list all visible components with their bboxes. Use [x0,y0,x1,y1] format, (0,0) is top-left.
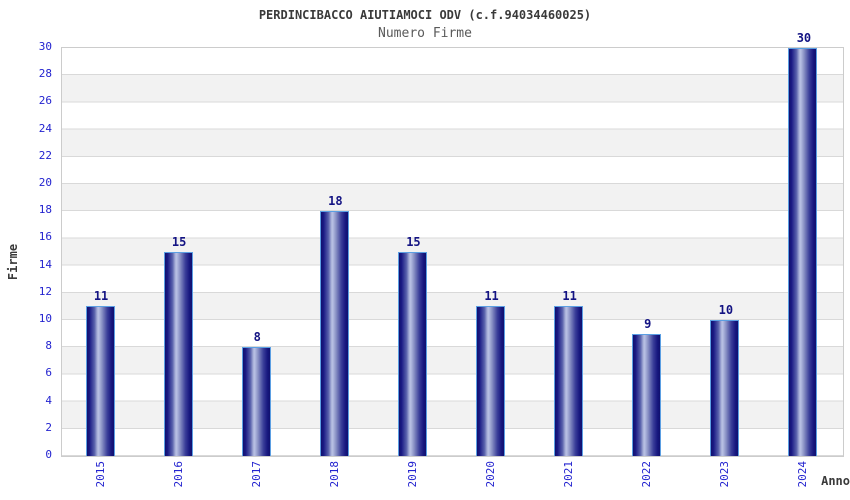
y-tick-label: 14 [38,257,52,271]
y-axis: 0 2 4 6 8 10 12 14 16 18 20 22 24 26 28 30 [0,0,52,500]
bar-value-label: 11 [562,289,577,304]
chart-title: PERDINCIBACCO AIUTIAMOCI ODV (c.f.940344… [258,8,592,22]
bar-value-label: 10 [718,303,734,317]
y-axis-title: Firme [6,243,20,281]
y-tick-label: 26 [38,94,52,108]
chart-subtitle: Numero Firme [378,26,472,41]
x-tick-label-2022: 2022 [640,461,654,488]
bar-2022 [632,333,662,456]
bar-2018 [319,211,349,456]
y-tick-label: 8 [45,339,52,353]
y-tick-label: 16 [38,230,52,244]
x-tick-label-2017: 2017 [249,461,263,488]
y-tick-label: 20 [38,176,52,189]
y-tick-label: 30 [38,40,52,53]
y-tick-label: 4 [45,393,52,407]
plot-area: 11 15 8 18 15 11 11 9 10 30 [61,31,844,457]
bar-2020 [476,306,506,456]
y-tick-label: 2 [45,420,52,434]
x-tick-label-2016: 2016 [171,461,185,488]
x-tick-label-2018: 2018 [327,461,341,488]
y-tick-label: 6 [45,366,52,380]
bar-value-label: 8 [253,330,261,345]
y-tick-label: 24 [38,121,52,135]
x-tick-label-2021: 2021 [562,461,576,488]
y-tick-label: 18 [38,203,52,217]
bar-value-label: 30 [796,31,812,45]
x-tick-label-2020: 2020 [484,461,498,488]
bar-2024 [788,48,818,456]
bar-value-label: 15 [171,235,187,249]
bar-2021 [554,306,584,456]
bar-value-label: 18 [328,194,343,209]
bar-2019 [397,252,427,456]
bar-value-label: 11 [93,289,109,304]
bar-value-label: 11 [484,289,499,304]
bar-2017 [241,347,271,456]
bar-value-label: 15 [406,235,421,249]
y-tick-label: 12 [38,284,52,298]
y-tick-label: 28 [38,67,52,81]
x-tick-label-2023: 2023 [718,461,732,488]
x-axis-title: Anno [821,474,850,488]
bar-2015 [85,306,115,456]
x-tick-label-2015: 2015 [93,461,107,488]
x-tick-label-2019: 2019 [405,461,419,488]
y-tick-label: 22 [38,148,52,162]
bar-2023 [710,320,740,456]
bar-2016 [163,252,193,456]
bar-value-label: 9 [644,316,652,331]
y-tick-label: 0 [45,448,52,461]
y-tick-label: 10 [38,312,52,325]
